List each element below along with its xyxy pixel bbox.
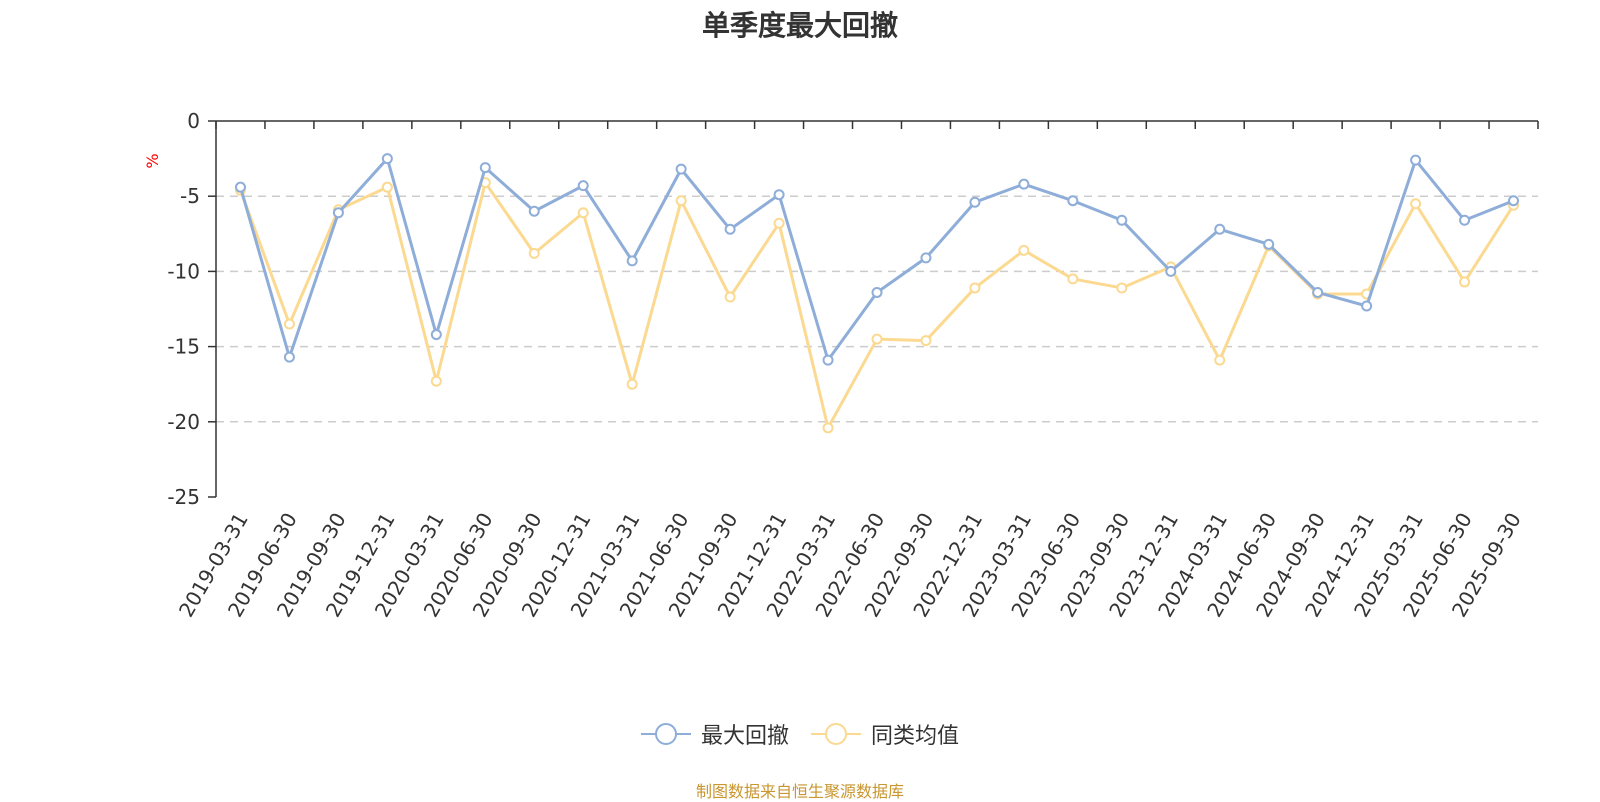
data-point — [724, 291, 736, 303]
data-point — [332, 207, 344, 219]
y-tick-label: -10 — [167, 259, 200, 283]
y-tick-label: -5 — [180, 184, 200, 208]
data-point — [1067, 195, 1079, 207]
data-point — [1165, 265, 1177, 277]
axes: 0-5-10-15-20-252019-03-312019-06-302019-… — [167, 109, 1539, 621]
data-point — [773, 189, 785, 201]
data-point — [1067, 273, 1079, 285]
data-point — [1459, 276, 1471, 288]
data-point — [675, 163, 687, 175]
data-point — [1410, 154, 1422, 166]
data-point — [1459, 214, 1471, 226]
data-point — [1018, 244, 1030, 256]
data-point — [1214, 354, 1226, 366]
y-tick-label: -25 — [167, 485, 200, 509]
data-point — [920, 252, 932, 264]
data-point — [626, 378, 638, 390]
source-note: 制图数据来自恒生聚源数据库 — [695, 782, 904, 801]
data-point — [822, 354, 834, 366]
data-point — [283, 351, 295, 363]
y-axis-unit-label: % — [143, 153, 162, 168]
series-line — [239, 181, 1515, 430]
data-point — [381, 153, 393, 165]
data-point — [283, 318, 295, 330]
grid-lines — [216, 195, 1538, 423]
data-point — [1116, 214, 1128, 226]
y-tick-label: -20 — [167, 410, 200, 434]
data-point — [1312, 286, 1324, 298]
data-point — [528, 247, 540, 259]
data-point — [626, 255, 638, 267]
data-point — [871, 286, 883, 298]
legend-item-max-drawdown[interactable]: 最大回撤 — [640, 718, 789, 750]
legend-label: 最大回撤 — [700, 724, 789, 749]
data-point — [234, 181, 246, 193]
data-point — [577, 207, 589, 219]
data-point — [1214, 223, 1226, 235]
data-point — [969, 282, 981, 294]
data-point — [773, 217, 785, 229]
data-point — [1410, 198, 1422, 210]
data-point — [1361, 300, 1373, 312]
legend-marker-peer-average — [811, 723, 861, 745]
chart-title: 单季度最大回撤 — [701, 9, 898, 42]
data-point — [920, 335, 932, 347]
data-point — [1263, 238, 1275, 250]
data-point — [430, 375, 442, 387]
legend-label: 同类均值 — [871, 724, 960, 749]
data-point — [675, 195, 687, 207]
data-point — [381, 181, 393, 193]
y-tick-label: 0 — [187, 109, 200, 133]
legend-marker-max-drawdown — [640, 723, 691, 745]
legend-item-peer-average[interactable]: 同类均值 — [811, 718, 959, 750]
data-point — [724, 223, 736, 235]
data-point — [430, 329, 442, 341]
data-point — [1116, 282, 1128, 294]
data-point — [969, 196, 981, 208]
data-point — [577, 180, 589, 192]
data-point — [1508, 195, 1520, 207]
data-point — [1018, 178, 1030, 190]
legend: 最大回撤 同类均值 — [0, 718, 1600, 750]
data-point — [822, 422, 834, 434]
data-point — [871, 333, 883, 345]
series-layer — [234, 153, 1520, 434]
data-point — [479, 162, 491, 174]
y-tick-label: -15 — [167, 335, 200, 359]
data-point — [528, 205, 540, 217]
series-line — [239, 157, 1515, 362]
